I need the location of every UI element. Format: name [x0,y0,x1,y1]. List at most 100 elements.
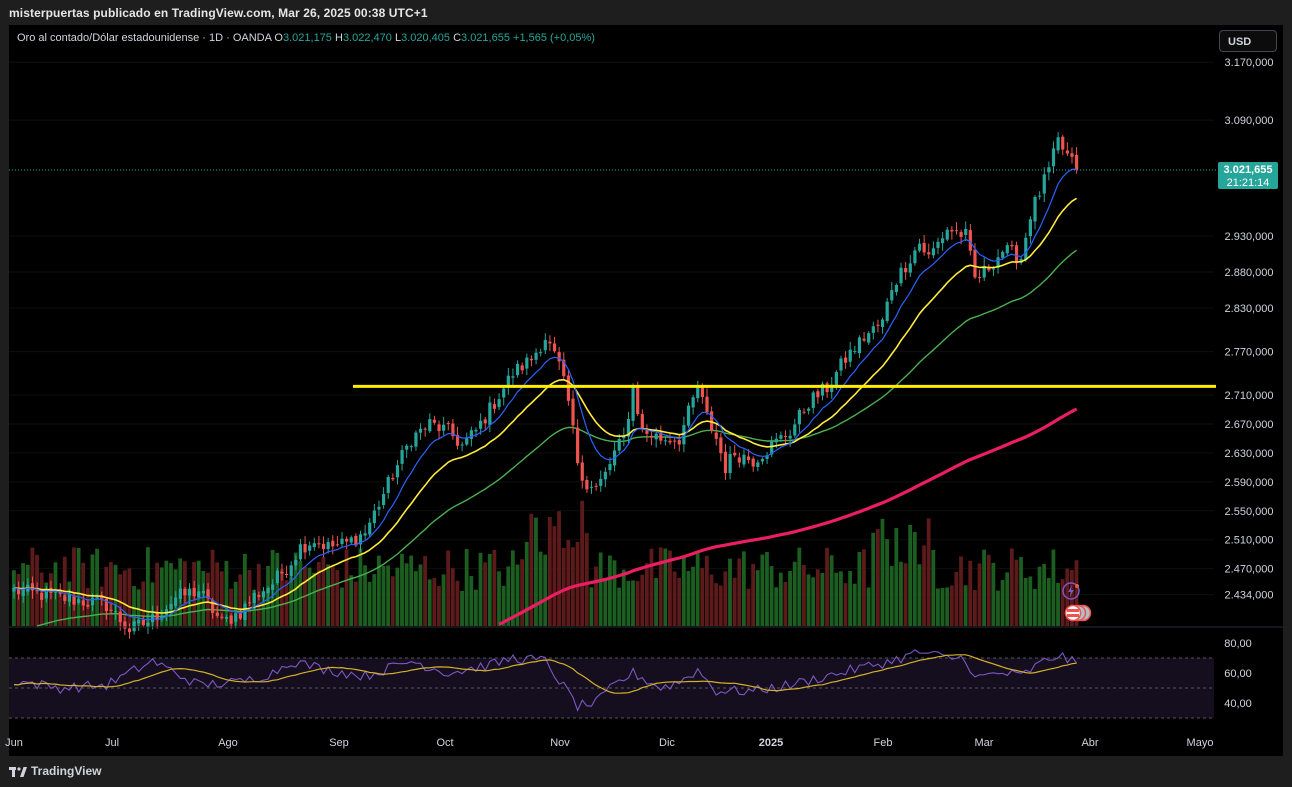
open-label: O [274,32,283,44]
candle-body [90,598,95,606]
ema-200-line [498,407,1078,626]
symbol-legend[interactable]: Oro al contado/Dólar estadounidense · 1D… [17,32,595,44]
footer-brand[interactable]: TradingView [9,764,101,778]
close-label: C [453,32,462,44]
volume-bar [598,552,603,626]
volume-bar [367,581,372,626]
price-tick-label: 2.880,000 [1225,267,1274,279]
volume-bar [1028,576,1033,626]
volume-bar [344,549,349,626]
candle-body [451,423,455,437]
candle-body [423,428,427,430]
candle-body [899,267,903,284]
candle-body [515,363,520,376]
candle-body [844,357,848,363]
volume-bar [584,533,589,626]
publish-caption: misterpuertas publicado en TradingView.c… [9,6,428,20]
close-value: 3.021,655 [461,32,510,44]
candle-body [479,420,483,429]
ema-50-layer [36,249,1078,627]
candle-body [728,453,732,474]
time-tick-label: Jul [105,737,119,749]
volume-bar [732,577,737,626]
volume-bar [515,564,520,626]
volume-bar [755,570,760,626]
volume-bar [778,572,783,626]
currency-button[interactable]: USD [1219,30,1277,52]
candle-body [17,587,21,595]
candle-body [700,386,704,398]
candle-body [238,612,242,619]
candle-body [354,536,358,546]
candle-body [257,595,261,597]
change-value: +1,565 (+0,05%) [513,32,595,44]
volume-bar [113,564,118,626]
volume-bar [72,547,76,626]
volume-bar [76,547,81,626]
candle-body [197,591,201,598]
candle-body [696,387,700,399]
grid-layer [9,61,1214,596]
candle-body [206,589,210,599]
candle-body [446,423,450,425]
candle-body [1070,153,1074,157]
volume-bar [885,539,889,626]
candle-body [640,413,644,429]
time-tick-label: Mayo [1187,737,1214,749]
candle-body [964,228,968,236]
candle-body [871,326,875,333]
candle-body [917,243,922,251]
candle-body [349,537,353,543]
candle-body [931,248,935,256]
candle-body [465,438,469,445]
candle-body [308,545,312,551]
candle-body [234,613,238,622]
candle-body [229,615,233,624]
volume-bar [663,548,668,626]
candle-body [894,285,899,292]
price-tick-label: 3.170,000 [1225,57,1274,69]
candle-body [289,565,293,577]
candle-body [178,588,182,600]
candle-body [211,599,215,613]
volume-bar [617,587,622,626]
price-tick-label: 2.510,000 [1225,535,1274,547]
candle-body [132,621,136,632]
candle-body [141,619,145,625]
candle-body [797,409,801,425]
candle-body [275,570,279,584]
volume-bar [949,585,954,626]
volume-bar [372,574,377,626]
candle-body [395,465,400,478]
candle-body [497,399,501,408]
candle-body [654,433,658,440]
candle-body [30,583,35,591]
candle-body [1024,237,1028,260]
candle-body [1028,219,1032,237]
volume-bar [279,569,284,626]
candle-body [534,352,538,360]
candle-body [1075,154,1079,170]
volume-bar [649,548,654,626]
candle-body [950,229,954,232]
volume-bar [640,574,645,626]
volume-bar [390,576,395,626]
volume-bar [566,540,571,626]
volume-bar [774,587,779,626]
candle-body [146,622,150,627]
candle-body [391,478,395,480]
volume-bar [871,532,876,626]
candle-body [594,485,598,487]
volume-bar [875,529,880,626]
volume-bar [580,500,585,626]
volume-bar [746,588,751,626]
chart-frame[interactable] [9,25,1283,756]
candle-body [880,319,885,327]
volume-bar [340,587,344,626]
volume-bar [880,518,885,626]
candle-body [631,386,635,421]
candle-body [118,611,122,623]
candle-body [220,616,224,618]
candle-body [663,440,668,442]
